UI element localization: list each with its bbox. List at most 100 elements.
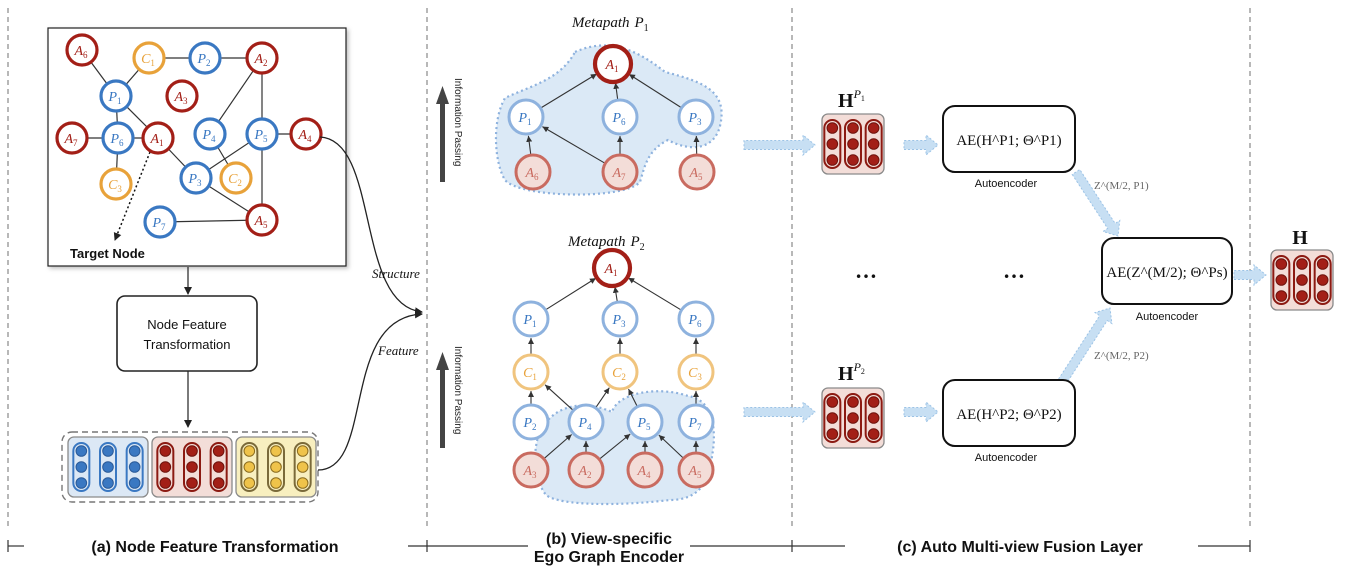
metapath2-paper-1-sub: 1 (532, 319, 537, 329)
caption-a: (a) Node Feature Transformation (91, 539, 338, 556)
ellipsis-left: … (855, 258, 877, 283)
metapath1-paper-1-sym: P (517, 111, 527, 126)
metapath1-author-5-sym: A (688, 166, 698, 181)
graph-node-a1-circle (141, 121, 175, 155)
graph-node-p3-label: P3 (187, 172, 202, 188)
feature-matrix-papers-cell (128, 477, 141, 489)
graph-node-c2: C2 (219, 161, 253, 195)
metapath2-conf-2-label: C2 (612, 366, 626, 382)
graph-node-p7-sub: 7 (161, 222, 166, 232)
graph-node-a5: A5 (245, 203, 279, 237)
graph-node-a2-label: A2 (253, 52, 267, 68)
metapath2-author-3-circle (512, 451, 550, 489)
feature-matrix-papers-cell (102, 445, 114, 457)
feature-matrix-authors-cell (159, 461, 172, 473)
feature-matrix-authors (151, 436, 233, 498)
metapath1-title-sym: P (634, 15, 644, 31)
metapath2-author-2: A2 (567, 451, 605, 489)
metapath2-conf-1-sub: 1 (532, 372, 537, 382)
metapath1-author-5-label: A5 (688, 166, 703, 182)
metapath1-edge (540, 73, 598, 109)
h2-matrix-cell (826, 412, 839, 424)
feature-matrix-conferences-cell (243, 477, 256, 489)
output-matrix-column (1293, 255, 1311, 305)
z2-label: Z^(M/2, P2) (1094, 350, 1149, 362)
graph-node-p5-sym: P (253, 128, 263, 143)
metapath2-author-5-sub: 5 (697, 470, 702, 480)
h2-sym: H (838, 363, 854, 385)
metapath2-paper-3-circle (601, 300, 639, 338)
graph-node-p3-circle (179, 161, 213, 195)
metapath1-root-sub: 1 (614, 64, 619, 74)
metapath2-author-2-circle (567, 451, 605, 489)
metapath1-author-6: A6 (514, 153, 552, 191)
metapath2-paper-6: P6 (677, 300, 715, 338)
metapath2-paper-7-sub: 7 (697, 422, 702, 432)
graph-node-p2-sym: P (196, 52, 206, 67)
panel-c: HP1 HP2 H AE(H^P1; Θ^P1) Autoencoder AE(… (743, 87, 1334, 464)
metapath2-conf-3-sub: 3 (697, 372, 702, 382)
metapath2-conf-1-circle (512, 353, 550, 391)
ae2-box (942, 379, 1076, 447)
metapath2-edge (543, 434, 573, 460)
metapath1-paper-6-sym: P (611, 111, 621, 126)
metapath1-title-word: Metapath (571, 15, 630, 31)
graph-node-p2-sub: 2 (206, 58, 211, 68)
feature-matrix-authors-cell (159, 445, 172, 457)
feature-matrix-conferences-column (240, 442, 259, 492)
metapath2-author-5-sym: A (687, 464, 697, 479)
graph-node-a7-label: A7 (63, 132, 78, 148)
graph-node-c2-sym: C (228, 172, 238, 187)
transform-line2: Transformation (144, 337, 231, 352)
h1-matrix-cell (867, 154, 880, 166)
ellipsis-right: … (1003, 258, 1025, 283)
graph-node-a7: A7 (55, 121, 89, 155)
metapath1-author-6-sym: A (524, 166, 534, 181)
feature-matrix-papers-cell (128, 461, 141, 473)
graph-node-a5-circle (245, 203, 279, 237)
flow-arrow-mp2-to-h2 (743, 400, 816, 424)
output-matrix-cell (1275, 290, 1288, 302)
graph-node-a4-label: A4 (297, 128, 312, 144)
graph-node-p4-sym: P (201, 128, 211, 143)
h2-sup: P (853, 360, 862, 374)
feature-matrix-papers (67, 436, 149, 498)
graph-node-p5-circle (245, 117, 279, 151)
metapath2-author-3-sym: A (522, 464, 532, 479)
flow-arrow-fusion-to-output (1233, 263, 1267, 287)
metapath1-edge (628, 73, 682, 109)
graph-node-c1-sub: 1 (150, 58, 155, 68)
metapath1-title: Metapath P1 (571, 15, 649, 34)
graph-node-a3-sub: 3 (183, 96, 188, 106)
metapath2-conf-3-circle (677, 353, 715, 391)
metapath1-author-5-circle (678, 153, 716, 191)
ae3-box (1101, 237, 1233, 305)
graph-node-p6-sym: P (109, 132, 119, 147)
graph-node-a6: A6 (65, 33, 99, 67)
metapath2-edge (628, 388, 638, 408)
metapath2-paper-7-circle (677, 403, 715, 441)
graph-node-a5-label: A5 (253, 214, 268, 230)
h2-matrix-cell (867, 412, 880, 424)
flow-arrow-ae1-to-fusion (1071, 168, 1121, 237)
graph-node-c1: C1 (132, 41, 166, 75)
metapath1-paper-6-label: P6 (611, 111, 626, 127)
metapath1-author-6-label: A6 (524, 166, 539, 182)
ae3-caption: Autoencoder (1136, 311, 1199, 323)
flow-arrow-ae2-to-fusion (1057, 307, 1113, 386)
metapath1-author-6-circle (514, 153, 552, 191)
metapath1-paper-6-circle (601, 98, 639, 136)
graph-node-a5-sub: 5 (263, 220, 268, 230)
metapath1-paper-1-label: P1 (517, 111, 531, 127)
metapath2-paper-3: P3 (601, 300, 639, 338)
feature-matrix-authors-cell (186, 445, 198, 457)
metapath2-conf-1: C1 (512, 353, 550, 391)
h1-matrix-cell (867, 122, 880, 134)
feature-matrix-conferences-cell (296, 477, 309, 489)
metapath2-paper-7: P7 (677, 403, 715, 441)
feature-matrix-conferences-cell (243, 445, 256, 457)
h1-matrix-cell (826, 122, 839, 134)
input-arrows: Structure Feature (317, 136, 423, 471)
